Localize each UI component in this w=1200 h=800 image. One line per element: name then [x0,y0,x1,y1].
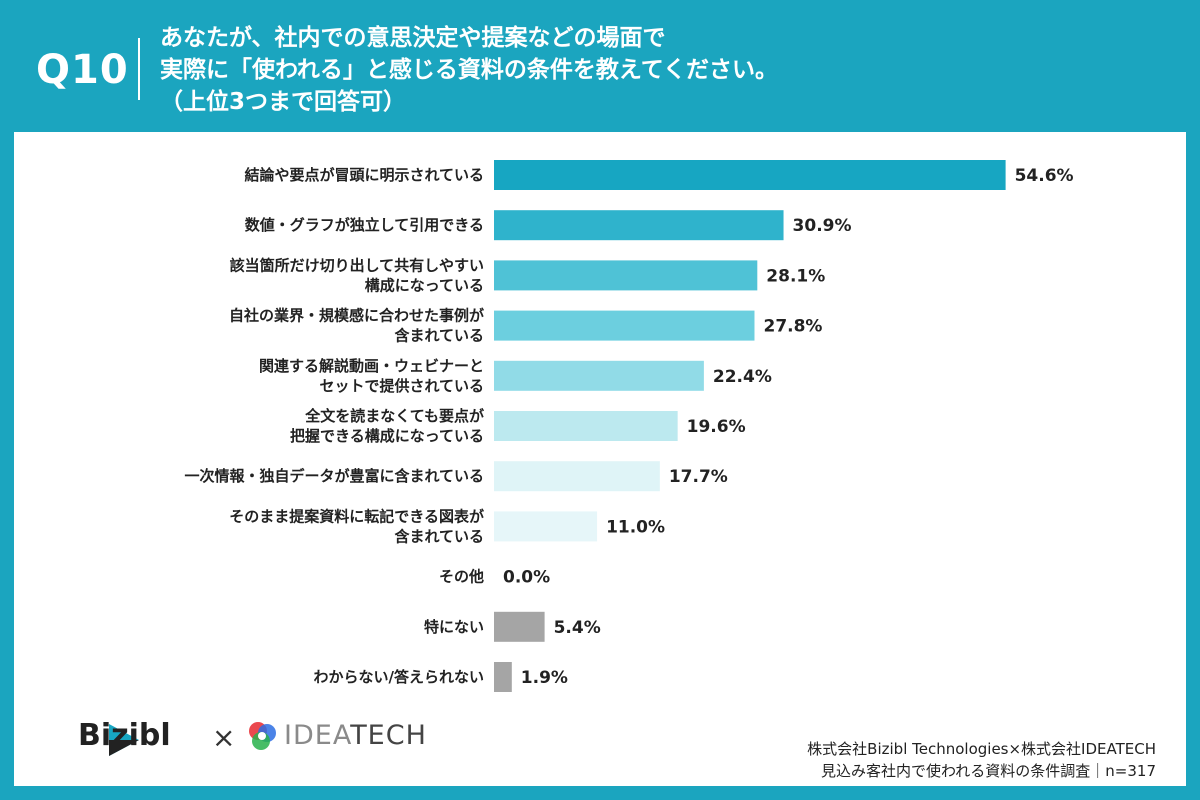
category-label-11: わからない/答えられない [314,668,484,686]
bar-chart: 結論や要点が冒頭に明示されている 54.6% 数値・グラフが独立して引用できる 30.… [184,160,1074,692]
value-label-2: 30.9% [793,216,852,236]
bar-3 [494,260,758,291]
bar-8 [494,511,598,542]
category-label-5-line-1: 関連する解説動画・ウェビナーと [259,357,484,375]
question-title-line-1: あなたが、社内での意思決定や提案などの場面で [160,25,666,51]
times-symbol: × [212,721,236,754]
category-label-6: 全文を読まなくても要点が把握できる構成になっている [290,407,485,445]
ideatech-logo-text-tech: TECH [350,720,427,751]
value-label-4: 27.8% [763,317,822,337]
category-label-6-line-2: 把握できる構成になっている [290,427,484,445]
value-label-9: 0.0% [503,568,550,588]
category-label-10: 特にない [424,618,484,636]
bar-2 [494,210,784,241]
category-label-8: そのまま提案資料に転記できる図表が含まれている [229,507,485,545]
category-label-4-line-1: 自社の業界・規模感に合わせた事例が [229,307,485,325]
source-line-2: 見込み客社内で使われる資料の条件調査｜n=317 [821,762,1156,780]
category-label-8-line-2: 含まれている [394,527,484,545]
bar-1 [494,160,1006,190]
category-label-4-line-2: 含まれている [394,327,484,345]
question-title: あなたが、社内での意思決定や提案などの場面で 実際に「使われる」と感じる資料の条… [160,22,1170,118]
category-label-4: 自社の業界・規模感に合わせた事例が含まれている [229,307,485,345]
bizibl-logo-icon [109,724,139,756]
category-label-5-line-2: セットで提供されている [319,377,484,395]
source-note: 株式会社Bizibl Technologies×株式会社IDEATECH 見込み… [807,738,1156,782]
value-label-5: 22.4% [713,367,772,387]
category-label-7: 一次情報・独自データが豊富に含まれている [184,467,484,485]
chart-panel: 結論や要点が冒頭に明示されている 54.6% 数値・グラフが独立して引用できる 30.… [14,132,1186,786]
value-label-6: 19.6% [687,417,746,437]
question-header: Q10 あなたが、社内での意思決定や提案などの場面で 実際に「使われる」と感じる… [0,0,1200,130]
value-label-3: 28.1% [766,266,825,286]
value-label-11: 1.9% [521,668,568,688]
value-label-10: 5.4% [554,618,601,638]
bar-6 [494,411,678,441]
category-label-3-line-2: 構成になっている [365,276,484,294]
value-label-1: 54.6% [1015,166,1074,186]
category-label-9: その他 [439,568,484,586]
question-title-line-2: 実際に「使われる」と感じる資料の条件を教えてください。 [160,57,779,83]
question-title-line-3: （上位3つまで回答可） [160,89,407,115]
category-label-3-line-1: 該当箇所だけ切り出して共有しやすい [230,256,484,274]
value-label-8: 11.0% [606,517,665,537]
bizibl-logo-text: Bizibl [78,718,171,753]
category-label-5: 関連する解説動画・ウェビナーとセットで提供されている [259,357,484,395]
ideatech-logo-icon [249,722,276,750]
header-divider [138,38,140,100]
bar-7 [494,461,660,492]
bar-10 [494,611,545,642]
category-label-2: 数値・グラフが独立して引用できる [245,216,484,234]
value-label-7: 17.7% [669,467,728,487]
bar-5 [494,360,704,391]
ideatech-logo-text: IDEATECH [284,718,427,754]
bar-11 [494,662,512,692]
category-label-8-line-1: そのまま提案資料に転記できる図表が [229,507,485,525]
source-line-1: 株式会社Bizibl Technologies×株式会社IDEATECH [807,740,1156,758]
category-label-3: 該当箇所だけ切り出して共有しやすい構成になっている [230,256,484,294]
category-label-6-line-1: 全文を読まなくても要点が [304,407,485,425]
category-label-1: 結論や要点が冒頭に明示されている [244,166,484,184]
bar-4 [494,310,755,341]
ideatech-logo-text-idea: IDEA [284,720,351,751]
question-number: Q10 [36,47,129,93]
